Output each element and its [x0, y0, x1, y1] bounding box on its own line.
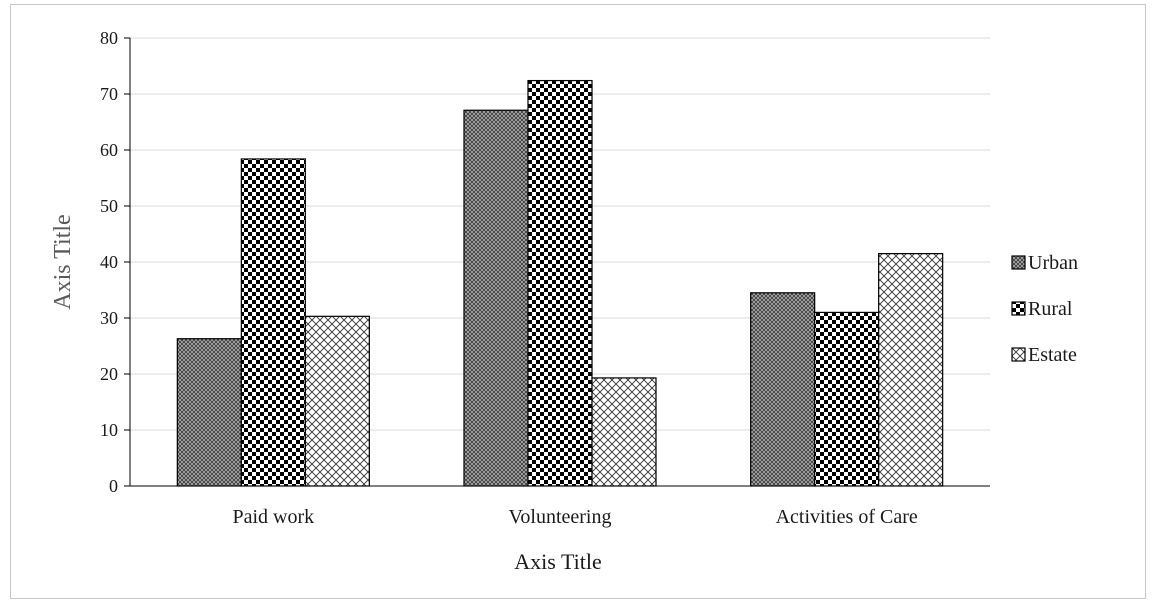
x-tick-label: Paid work — [232, 506, 314, 528]
bar-rural-0 — [240, 158, 306, 487]
legend-swatch-rural — [1011, 301, 1026, 316]
y-tick-label: 40 — [100, 252, 118, 272]
legend-label-urban: Urban — [1028, 252, 1078, 274]
x-tick-label: Volunteering — [509, 506, 612, 528]
y-tick-label: 10 — [100, 420, 118, 440]
y-axis-title: Axis Title — [50, 214, 76, 309]
y-tick-label: 0 — [109, 476, 118, 496]
bars — [176, 79, 944, 487]
bar-urban-1 — [463, 109, 529, 487]
y-tick-label: 60 — [100, 140, 118, 160]
y-tick-label: 30 — [100, 308, 118, 328]
legend-swatch-urban — [1011, 255, 1026, 270]
axes: 0 10 20 30 40 50 60 70 80 Paid work Volunteering Ac… — [50, 28, 990, 574]
bar-estate-2 — [878, 253, 944, 487]
y-tick-label: 70 — [100, 84, 118, 104]
bar-urban-0 — [176, 338, 242, 487]
bar-rural-2 — [814, 311, 880, 487]
legend-label-estate: Estate — [1028, 344, 1077, 366]
y-tick-label: 20 — [100, 364, 118, 384]
y-tick-label: 80 — [100, 28, 118, 48]
x-axis-title: Axis Title — [514, 549, 601, 574]
legend: Urban Rural Estate — [1011, 252, 1078, 366]
bar-estate-1 — [591, 377, 657, 487]
y-tick-label: 50 — [100, 196, 118, 216]
bar-urban-2 — [750, 292, 816, 487]
bar-rural-1 — [527, 79, 593, 487]
legend-swatch-estate — [1011, 347, 1026, 362]
bar-estate-0 — [304, 315, 370, 487]
x-tick-label: Activities of Care — [776, 506, 918, 528]
legend-label-rural: Rural — [1028, 298, 1073, 320]
